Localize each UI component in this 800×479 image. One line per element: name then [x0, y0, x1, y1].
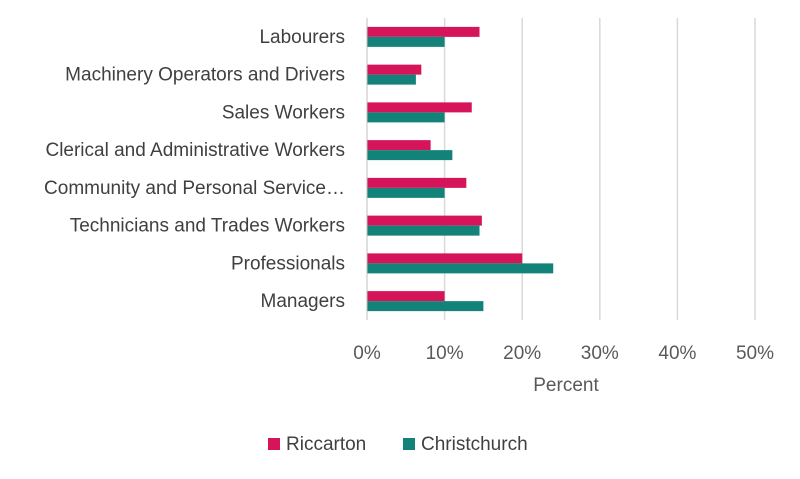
- bar-christchurch: [367, 150, 453, 161]
- x-tick-label: 10%: [426, 343, 464, 364]
- bar-christchurch: [367, 36, 445, 47]
- gridlines: [443, 18, 756, 320]
- bar-riccarton: [367, 64, 422, 75]
- category-label: Clerical and Administrative Workers: [45, 140, 345, 161]
- bar-christchurch: [367, 263, 554, 274]
- legend-label-christchurch: Christchurch: [421, 434, 528, 455]
- bar-christchurch: [367, 74, 416, 85]
- bar-christchurch: [367, 225, 480, 236]
- x-tick-label: 0%: [353, 343, 381, 364]
- bar-riccarton: [367, 177, 467, 188]
- category-label: Sales Workers: [222, 102, 345, 123]
- bar-riccarton: [367, 215, 482, 226]
- bars: [367, 26, 554, 312]
- x-tick-label: 20%: [503, 343, 541, 364]
- x-tick-labels: 0% 10% 20% 30% 40% 50%: [353, 343, 774, 364]
- x-tick-label: 30%: [581, 343, 619, 364]
- category-label: Professionals: [231, 253, 345, 274]
- category-label: Managers: [261, 291, 346, 312]
- bar-riccarton: [367, 140, 431, 151]
- bar-riccarton: [367, 26, 480, 37]
- bar-riccarton: [367, 102, 472, 113]
- legend-label-riccarton: Riccarton: [286, 434, 366, 455]
- category-label: Community and Personal Service…: [44, 178, 345, 199]
- x-tick-label: 40%: [658, 343, 696, 364]
- x-tick-label: 50%: [736, 343, 774, 364]
- bar-christchurch: [367, 112, 445, 123]
- bar-riccarton: [367, 291, 445, 302]
- bar-christchurch: [367, 187, 445, 198]
- category-label: Technicians and Trades Workers: [70, 216, 345, 237]
- legend-swatch-christchurch: [403, 438, 415, 450]
- category-label: Labourers: [259, 27, 345, 48]
- category-labels: Labourers Machinery Operators and Drivers…: [44, 27, 345, 312]
- x-axis-title: Percent: [533, 375, 599, 396]
- category-label: Machinery Operators and Drivers: [65, 65, 345, 86]
- bar-riccarton: [367, 253, 523, 264]
- legend: Riccarton Christchurch: [268, 434, 528, 455]
- legend-swatch-riccarton: [268, 438, 280, 450]
- bar-christchurch: [367, 301, 484, 312]
